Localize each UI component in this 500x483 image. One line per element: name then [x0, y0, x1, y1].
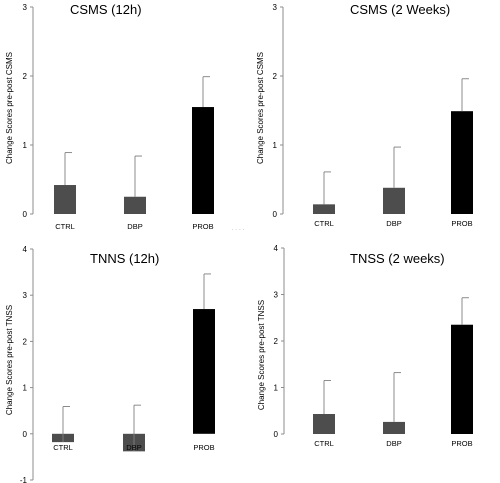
chart-panel-4: TNSS (2 weeks) Change Scores pre-post TNS… [257, 244, 473, 448]
y-tick-label: 2 [23, 72, 28, 81]
y-tick-label: -1 [20, 476, 28, 483]
y-tick-label: 0 [23, 210, 28, 219]
bar-ctrl [313, 414, 335, 434]
y-tick-label: 3 [274, 291, 279, 300]
y-tick-label: 3 [23, 291, 28, 300]
chart-title: TNNS (12h) [90, 251, 159, 266]
y-tick-label: 3 [23, 3, 28, 12]
category-label: PROB [451, 439, 472, 448]
y-tick-label: 4 [23, 245, 28, 254]
y-tick-label: 3 [273, 3, 278, 12]
y-tick-label: 2 [273, 72, 278, 81]
category-label: CTRL [314, 439, 334, 448]
y-tick-label: 1 [274, 384, 279, 393]
y-tick-label: 1 [23, 141, 28, 150]
category-label: DBP [386, 219, 401, 228]
y-tick-label: 1 [23, 384, 28, 393]
chart-title: TNSS (2 weeks) [350, 251, 445, 266]
chart-panel-1: CSMS (12h) Change Scores pre-post CSMS 0 1 2… [5, 2, 245, 233]
bar-ctrl [313, 204, 335, 214]
y-tick-label: 4 [274, 244, 279, 253]
category-label: CTRL [55, 222, 75, 231]
bar-prob [193, 309, 215, 434]
category-label: PROB [192, 222, 213, 231]
category-label: PROB [193, 443, 214, 452]
y-tick-label: 1 [273, 141, 278, 150]
chart-title: CSMS (12h) [70, 2, 142, 17]
bar-dbp [124, 196, 146, 214]
bar-dbp [383, 421, 405, 434]
y-tick-label: 0 [23, 430, 28, 439]
category-label: CTRL [53, 443, 73, 452]
y-axis-label: Change Scores pre-post TNSS [5, 305, 14, 415]
y-axis-label: Change Scores pre-post CSMS [256, 52, 265, 164]
category-label: DBP [386, 439, 401, 448]
category-label: DBP [126, 443, 141, 452]
y-tick-label: 0 [274, 430, 279, 439]
chart-panel-3: TNNS (12h) Change Scores pre-post TNSS -1 0… [5, 245, 215, 483]
bar-prob [451, 111, 473, 214]
y-tick-label: 0 [273, 210, 278, 219]
y-axis-label: Change Scores pre-post TNSS [257, 300, 266, 410]
y-tick-label: 2 [274, 337, 279, 346]
bar-dbp [383, 187, 405, 214]
y-axis-label: Change Scores pre-post CSMS [5, 52, 14, 164]
category-label: CTRL [314, 219, 334, 228]
category-label: PROB [451, 219, 472, 228]
chart-title: CSMS (2 Weeks) [350, 2, 450, 17]
y-tick-label: 2 [23, 337, 28, 346]
bar-prob [451, 324, 473, 434]
bar-prob [192, 107, 214, 214]
decorative-dots: · · · · [232, 227, 245, 233]
bar-ctrl [54, 185, 76, 214]
chart-panel-2: CSMS (2 Weeks) Change Scores pre-post CSM… [256, 2, 473, 228]
category-label: DBP [127, 222, 142, 231]
